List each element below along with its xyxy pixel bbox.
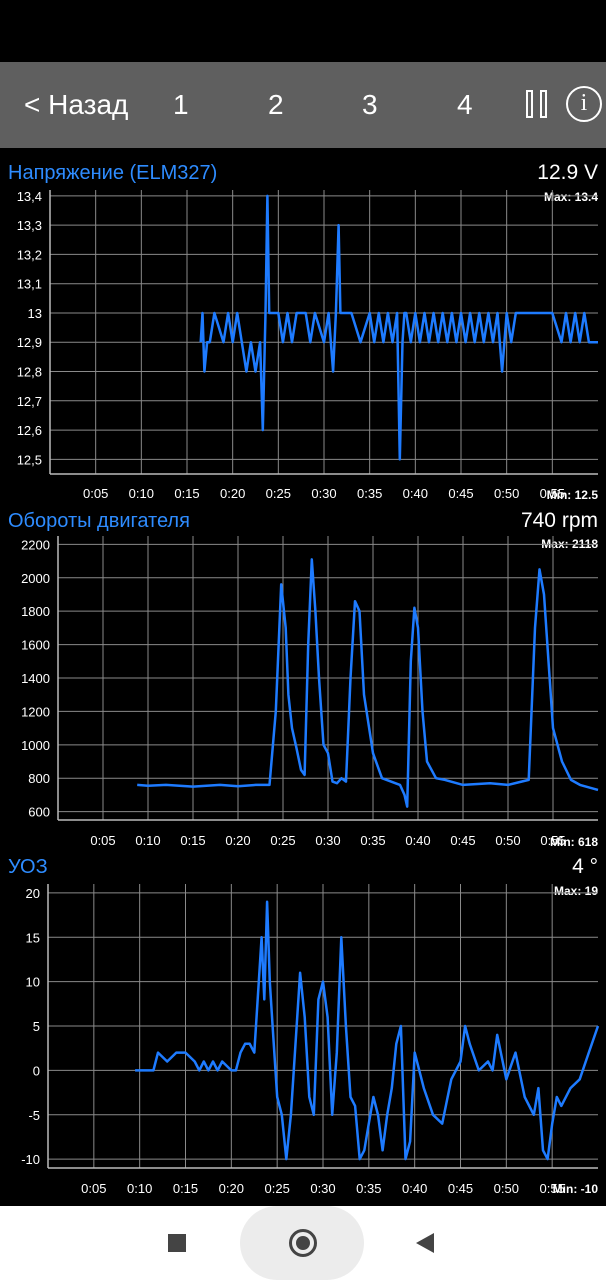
y-tick-label: 13,4: [17, 189, 42, 204]
panel-min-ignition: Min: -10: [552, 1182, 598, 1196]
y-tick-label: 12,6: [17, 423, 42, 438]
y-tick-label: 1000: [21, 738, 50, 753]
x-tick-label: 0:10: [135, 833, 160, 848]
x-tick-label: 0:45: [450, 833, 475, 848]
y-tick-label: 13,3: [17, 218, 42, 233]
x-tick-label: 0:20: [219, 1181, 244, 1196]
pause-icon[interactable]: [524, 90, 552, 120]
x-tick-label: 0:30: [311, 486, 336, 501]
x-tick-label: 0:55: [540, 1181, 565, 1196]
series-line: [199, 194, 598, 461]
y-tick-label: 1600: [21, 638, 50, 653]
panel-max-voltage: Max: 13.4: [543, 190, 598, 204]
tab-2[interactable]: 2: [268, 89, 284, 120]
panel-min-voltage: Min: 12.5: [546, 488, 598, 502]
panel-title-voltage: Напряжение (ELM327): [8, 162, 218, 184]
toolbar: < Назад 1 2 3 4 i: [0, 62, 606, 148]
x-tick-label: 0:40: [403, 486, 428, 501]
x-tick-label: 0:50: [495, 833, 520, 848]
x-tick-label: 0:15: [173, 1181, 198, 1196]
x-tick-label: 0:10: [127, 1181, 152, 1196]
x-tick-label: 0:40: [405, 833, 430, 848]
status-bar: [0, 0, 606, 62]
chart-rpm: 600 800 1000 1200 1400 1600 1800 2000 2200 0:05 0:…: [21, 536, 599, 848]
y-tick-label: 13,1: [17, 277, 42, 292]
tab-3[interactable]: 3: [362, 89, 378, 120]
series-line: [135, 900, 600, 1161]
x-tick-label: 0:35: [360, 833, 385, 848]
x-tick-label: 0:50: [494, 1181, 519, 1196]
y-tick-label: 1200: [21, 704, 50, 719]
y-tick-label: 13,2: [17, 247, 42, 262]
panel-title-ignition: УОЗ: [8, 856, 48, 878]
back-button[interactable]: < Назад: [24, 89, 129, 120]
x-tick-label: 0:35: [357, 486, 382, 501]
chart-voltage: 12,5 12,6 12,7 12,8 12,9 13 13,1 13,2 13,3 13,4 0:…: [17, 189, 598, 501]
y-tick-label: -10: [21, 1152, 40, 1167]
series-line: [137, 558, 599, 808]
y-tick-label: 600: [28, 805, 50, 820]
pause-bar-right: [540, 90, 547, 118]
x-tick-label: 0:40: [402, 1181, 427, 1196]
tab-4[interactable]: 4: [457, 89, 473, 120]
x-tick-label: 0:10: [129, 486, 154, 501]
x-tick-label: 0:05: [81, 1181, 106, 1196]
x-tick-label: 0:20: [225, 833, 250, 848]
x-tick-label: 0:05: [90, 833, 115, 848]
y-tick-label: 5: [33, 1019, 40, 1034]
panel-title-rpm: Обороты двигателя: [8, 510, 190, 532]
x-tick-label: 0:50: [494, 486, 519, 501]
back-nav-icon[interactable]: [416, 1233, 434, 1253]
x-tick-label: 0:30: [310, 1181, 335, 1196]
pause-bar-left: [526, 90, 533, 118]
x-tick-label: 0:15: [180, 833, 205, 848]
y-tick-label: 10: [26, 975, 40, 990]
x-tick-label: 0:25: [270, 833, 295, 848]
panel-max-ignition: Max: 19: [553, 884, 598, 898]
x-tick-label: 0:25: [265, 1181, 290, 1196]
x-tick-label: 0:45: [448, 1181, 473, 1196]
y-tick-label: 1400: [21, 671, 50, 686]
system-nav-bar: [0, 1206, 606, 1280]
y-tick-label: 20: [26, 886, 40, 901]
panel-value-rpm: 740 rpm: [520, 509, 598, 532]
y-tick-label: 12,7: [17, 394, 42, 409]
y-tick-label: 12,5: [17, 452, 42, 467]
x-tick-label: 0:30: [315, 833, 340, 848]
panel-value-ignition: 4 °: [572, 855, 598, 878]
x-tick-label: 0:20: [220, 486, 245, 501]
x-tick-label: 0:25: [266, 486, 291, 501]
info-icon[interactable]: i: [566, 86, 602, 122]
y-tick-label: 2000: [21, 571, 50, 586]
recents-icon[interactable]: [168, 1234, 186, 1252]
x-tick-label: 0:45: [448, 486, 473, 501]
y-tick-label: 800: [28, 771, 50, 786]
y-tick-label: 1800: [21, 604, 50, 619]
y-tick-label: 12,9: [17, 335, 42, 350]
tab-1[interactable]: 1: [173, 89, 189, 120]
y-tick-label: 15: [26, 930, 40, 945]
panel-value-voltage: 12.9 V: [537, 161, 598, 184]
y-tick-label: 2200: [21, 537, 50, 552]
x-tick-label: 0:55: [540, 486, 565, 501]
y-tick-label: -5: [28, 1108, 40, 1123]
panel-min-rpm: Min: 618: [549, 835, 598, 849]
y-tick-label: 0: [33, 1063, 40, 1078]
x-tick-label: 0:55: [540, 833, 565, 848]
x-tick-label: 0:05: [83, 486, 108, 501]
x-tick-label: 0:35: [356, 1181, 381, 1196]
x-tick-label: 0:15: [174, 486, 199, 501]
y-tick-label: 12,8: [17, 365, 42, 380]
home-icon[interactable]: [289, 1229, 317, 1257]
chart-ignition: -10 -5 0 5 10 15 20 0:05 0:10 0:15 0:20 0:25 0:30 0:3…: [21, 884, 600, 1196]
y-tick-label: 13: [28, 306, 42, 321]
